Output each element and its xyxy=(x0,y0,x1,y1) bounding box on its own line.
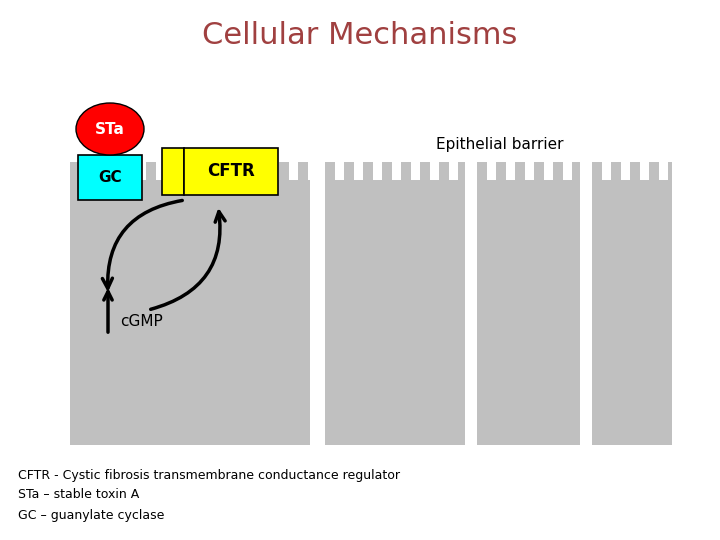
Bar xyxy=(78,155,142,200)
Bar xyxy=(553,162,563,180)
Bar xyxy=(668,162,672,180)
Bar xyxy=(325,162,335,180)
Bar xyxy=(222,162,232,180)
Bar xyxy=(458,162,465,180)
Bar xyxy=(401,162,411,180)
Bar xyxy=(184,148,278,195)
Bar xyxy=(592,162,602,180)
FancyArrowPatch shape xyxy=(150,212,225,309)
Bar xyxy=(127,162,137,180)
Bar xyxy=(630,162,640,180)
Bar xyxy=(592,180,672,445)
Bar xyxy=(279,162,289,180)
Ellipse shape xyxy=(76,103,144,155)
Bar xyxy=(382,162,392,180)
Bar xyxy=(325,180,465,445)
Text: CFTR: CFTR xyxy=(207,163,255,180)
Bar xyxy=(649,162,659,180)
Bar xyxy=(572,162,580,180)
FancyArrowPatch shape xyxy=(102,200,182,288)
Bar xyxy=(298,162,308,180)
Bar xyxy=(363,162,373,180)
Bar xyxy=(165,162,175,180)
Text: GC – guanylate cyclase: GC – guanylate cyclase xyxy=(18,509,164,522)
Bar xyxy=(146,162,156,180)
Bar xyxy=(70,162,80,180)
Bar xyxy=(344,162,354,180)
Bar xyxy=(70,180,310,445)
Bar xyxy=(420,162,430,180)
Bar xyxy=(162,148,184,195)
Text: Cellular Mechanisms: Cellular Mechanisms xyxy=(202,21,518,50)
Text: GC: GC xyxy=(98,170,122,185)
Bar xyxy=(477,162,487,180)
Bar xyxy=(496,162,506,180)
Text: Epithelial barrier: Epithelial barrier xyxy=(436,138,564,152)
Text: STa: STa xyxy=(95,122,125,137)
Bar xyxy=(241,162,251,180)
Bar xyxy=(515,162,525,180)
Text: STa – stable toxin A: STa – stable toxin A xyxy=(18,489,139,502)
Bar xyxy=(203,162,213,180)
Text: CFTR - Cystic fibrosis transmembrane conductance regulator: CFTR - Cystic fibrosis transmembrane con… xyxy=(18,469,400,482)
Text: cGMP: cGMP xyxy=(120,314,163,329)
Bar xyxy=(89,162,99,180)
Bar xyxy=(260,162,270,180)
Bar xyxy=(108,162,118,180)
Bar xyxy=(477,180,580,445)
Bar xyxy=(534,162,544,180)
Bar xyxy=(439,162,449,180)
Bar xyxy=(611,162,621,180)
Bar xyxy=(184,162,194,180)
